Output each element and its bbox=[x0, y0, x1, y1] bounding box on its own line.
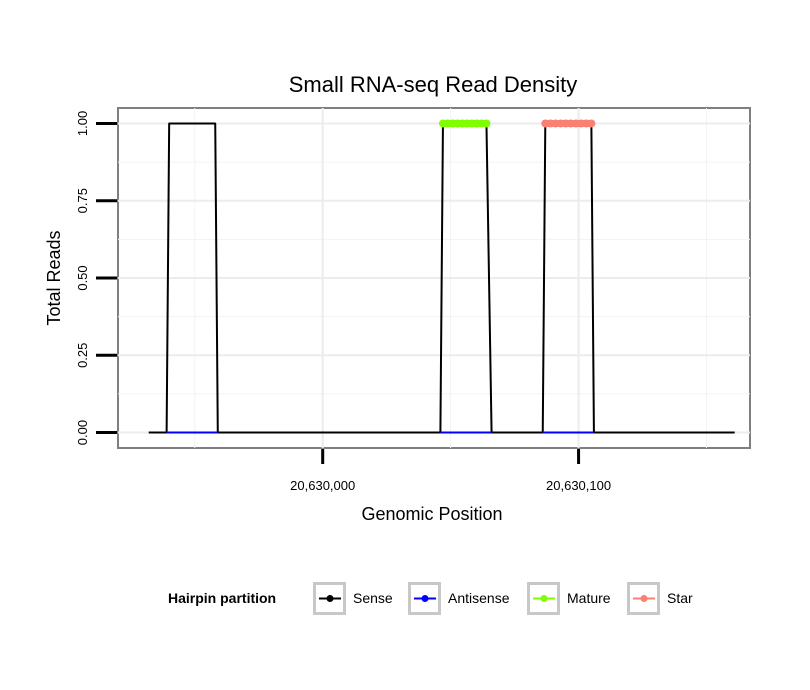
legend-key-point bbox=[540, 595, 548, 602]
y-axis: 0.00 0.25 0.50 0.75 1.00 bbox=[75, 111, 117, 445]
legend-title: Hairpin partition bbox=[168, 590, 276, 606]
y-tick-label: 0.75 bbox=[75, 188, 90, 213]
y-axis-title: Total Reads bbox=[44, 230, 64, 325]
x-axis: 20,630,000 20,630,100 bbox=[290, 449, 611, 493]
legend-key-point bbox=[640, 595, 648, 602]
x-tick-label: 20,630,000 bbox=[290, 478, 355, 493]
legend-label-antisense: Antisense bbox=[448, 590, 510, 606]
legend-label-sense: Sense bbox=[353, 590, 393, 606]
y-tick-label: 0.00 bbox=[75, 420, 90, 445]
series-point-mature bbox=[482, 119, 491, 128]
y-tick-label: 0.50 bbox=[75, 265, 90, 290]
legend-key-point bbox=[421, 595, 429, 602]
x-tick-label: 20,630,100 bbox=[546, 478, 611, 493]
data-layer bbox=[148, 119, 735, 434]
legend: Hairpin partition Sense Antisense Mature St… bbox=[168, 582, 693, 615]
y-tick-label: 0.25 bbox=[75, 343, 90, 368]
grid-lines bbox=[118, 108, 750, 448]
legend-key-point bbox=[326, 595, 334, 602]
series-point-star bbox=[587, 119, 596, 128]
legend-label-mature: Mature bbox=[567, 590, 611, 606]
series-line-sense bbox=[148, 122, 735, 434]
legend-label-star: Star bbox=[667, 590, 693, 606]
y-tick-label: 1.00 bbox=[75, 111, 90, 136]
chart-title: Small RNA-seq Read Density bbox=[289, 72, 578, 97]
x-axis-title: Genomic Position bbox=[361, 504, 502, 524]
